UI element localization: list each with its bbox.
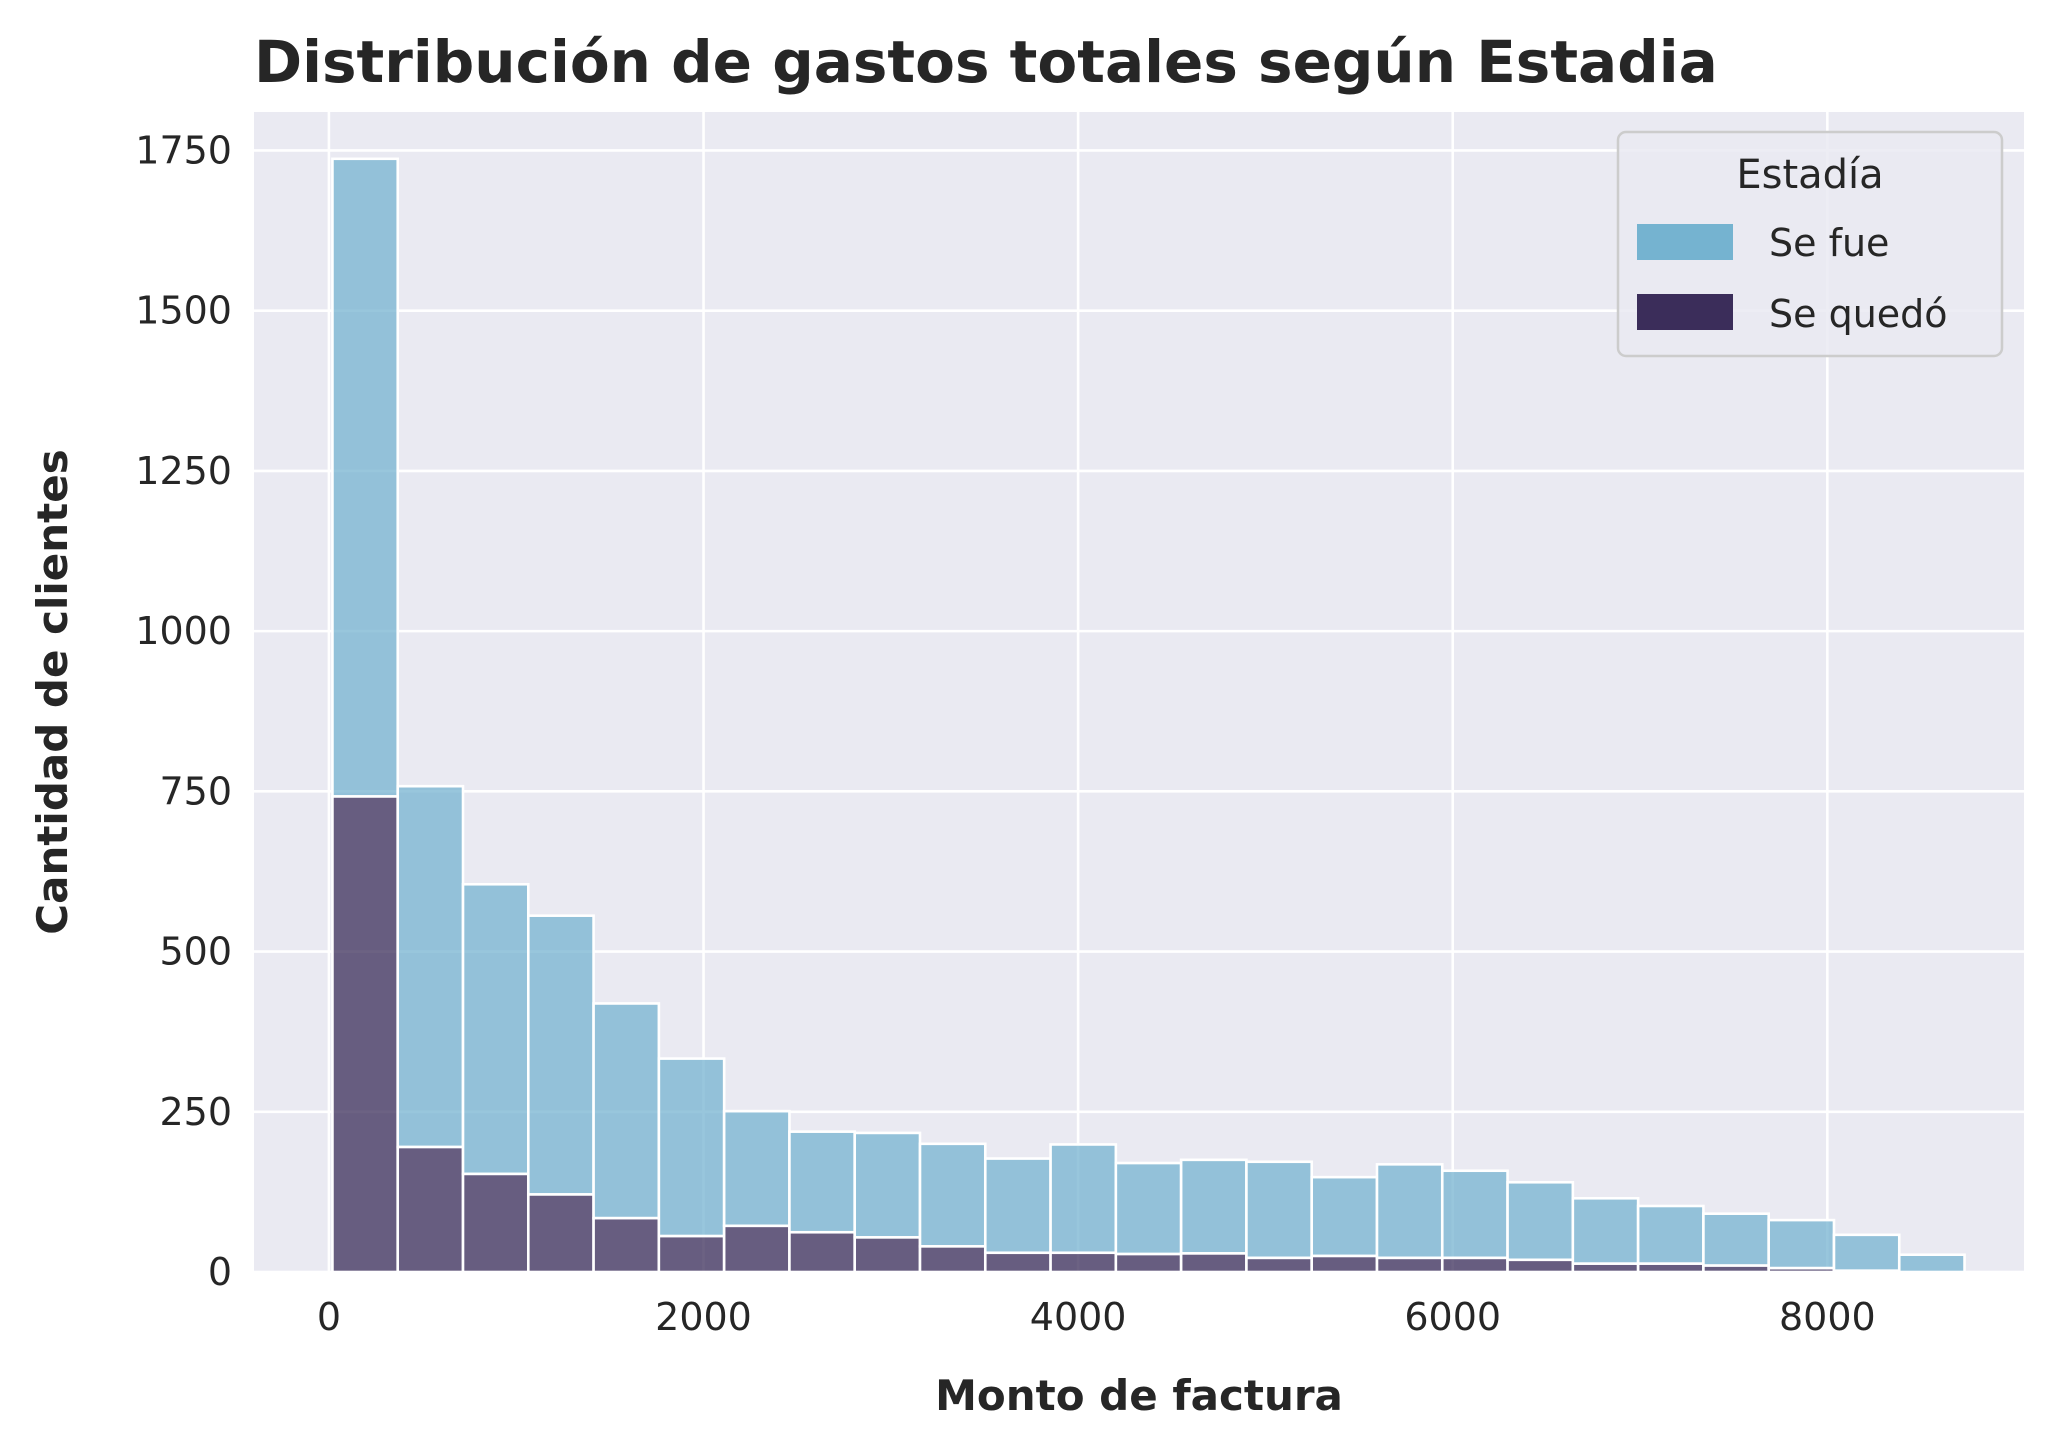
bar-se-fue <box>983 1157 1052 1255</box>
bar-se-fue <box>1636 1204 1705 1265</box>
bar-se-quedo <box>1440 1256 1509 1274</box>
bar-se-fue <box>526 914 595 1196</box>
bar-se-fue <box>331 157 400 798</box>
y-tick-label: 750 <box>159 769 232 813</box>
legend-label-se-quedo: Se quedó <box>1769 292 1948 336</box>
bar-se-fue <box>853 1131 922 1239</box>
bar-se-quedo <box>1179 1252 1248 1274</box>
bar-se-fue <box>1767 1218 1836 1270</box>
bar-se-quedo <box>918 1245 987 1274</box>
legend: Estadía Se fue Se quedó <box>1616 130 2004 358</box>
bar-se-quedo <box>526 1193 595 1274</box>
bar-se-quedo <box>1767 1266 1836 1274</box>
bar-se-fue <box>1832 1233 1901 1273</box>
bar-se-fue <box>1506 1180 1575 1262</box>
bar-se-quedo <box>788 1230 857 1274</box>
bar-se-fue <box>592 1002 661 1220</box>
x-tick-label: 6000 <box>1404 1295 1501 1339</box>
bar-se-quedo <box>1310 1254 1379 1274</box>
bar-se-quedo <box>1702 1264 1770 1274</box>
legend-label-se-fue: Se fue <box>1769 221 1889 265</box>
legend-swatch-se-fue <box>1637 224 1733 260</box>
bar-se-fue <box>918 1142 987 1248</box>
bar-se-quedo <box>657 1234 726 1274</box>
bar-se-quedo <box>1832 1269 1901 1274</box>
x-tick-label: 2000 <box>655 1295 752 1339</box>
bar-se-fue <box>1702 1212 1770 1267</box>
chart-title: Distribución de gastos totales según Est… <box>254 28 1718 96</box>
bar-se-fue <box>1049 1143 1118 1255</box>
bar-layer <box>331 157 1966 1274</box>
bar-se-fue <box>1897 1253 1966 1274</box>
bar-se-quedo <box>331 795 400 1274</box>
y-tick-label: 0 <box>208 1250 232 1294</box>
bar-se-quedo <box>1049 1251 1118 1274</box>
x-axis-label: Monto de factura <box>935 1371 1343 1420</box>
bar-se-fue <box>788 1130 857 1234</box>
bar-se-quedo <box>1114 1252 1183 1274</box>
legend-title: Estadía <box>1736 152 1883 198</box>
y-tick-label: 1000 <box>135 609 232 653</box>
bar-se-fue <box>722 1109 791 1228</box>
bar-se-quedo <box>1245 1256 1314 1274</box>
legend-swatch-se-quedo <box>1637 294 1733 330</box>
bar-se-quedo <box>1375 1256 1444 1274</box>
x-tick-label: 0 <box>317 1295 341 1339</box>
tick-labels: 0 250 500 750 1000 1250 1500 1750 0 2000 4000 6000 8… <box>135 128 1875 1339</box>
y-tick-label: 1750 <box>135 128 232 172</box>
bar-se-quedo <box>396 1145 465 1274</box>
y-tick-label: 1250 <box>135 449 232 493</box>
bar-se-fue <box>1571 1196 1640 1265</box>
bar-se-fue <box>1245 1160 1314 1260</box>
bar-se-fue <box>461 882 530 1176</box>
x-tick-label: 4000 <box>1030 1295 1127 1339</box>
bar-se-fue <box>1375 1163 1444 1260</box>
bar-se-fue <box>1179 1158 1248 1255</box>
bar-se-fue <box>657 1057 726 1238</box>
bar-se-quedo <box>1571 1262 1640 1274</box>
y-tick-label: 250 <box>159 1090 232 1134</box>
bar-se-quedo <box>1636 1262 1705 1274</box>
y-tick-label: 1500 <box>135 289 232 333</box>
bar-se-fue <box>396 784 465 1149</box>
bar-se-fue <box>1310 1175 1379 1258</box>
bar-se-quedo <box>853 1236 922 1274</box>
y-tick-label: 500 <box>159 930 232 974</box>
y-axis-label: Cantidad de clientes <box>28 449 77 934</box>
bar-se-quedo <box>722 1224 791 1274</box>
bar-se-quedo <box>461 1172 530 1274</box>
bar-se-quedo <box>983 1251 1052 1274</box>
bar-se-fue <box>1114 1161 1183 1256</box>
bar-se-quedo <box>592 1216 661 1274</box>
x-tick-label: 8000 <box>1779 1295 1876 1339</box>
bar-se-quedo <box>1506 1258 1575 1274</box>
bar-se-fue <box>1440 1169 1509 1260</box>
